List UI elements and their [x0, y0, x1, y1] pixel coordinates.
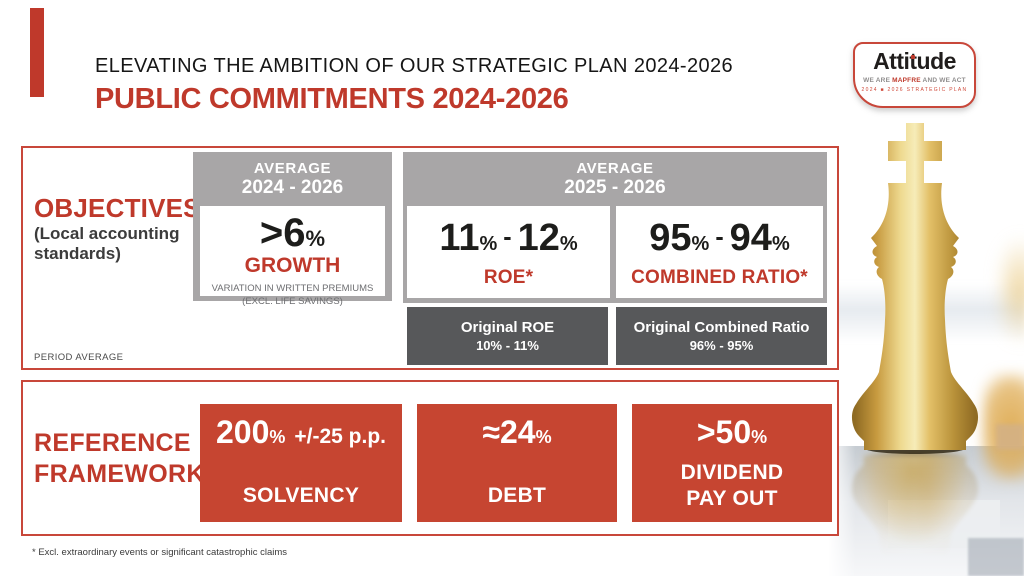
- attitude-logo-text: Attitude: [873, 48, 956, 74]
- chess-king-reflection: [851, 452, 979, 576]
- growth-label: GROWTH: [244, 254, 341, 277]
- attitude-logo-card: Attitude WE ARE MAPFRE AND WE ACT 2024 ■…: [853, 42, 976, 108]
- solvency-value: 200% +/-25 p.p.: [215, 414, 386, 450]
- objectives-subheading: (Local accounting standards): [34, 224, 180, 264]
- objectives-panel: OBJECTIVES (Local accounting standards) …: [21, 146, 839, 370]
- attitude-i-dot-icon: [911, 55, 915, 59]
- blurred-chess-piece: [1000, 238, 1024, 342]
- objectives-heading: OBJECTIVES: [34, 193, 201, 223]
- solvency-box: 200% +/-25 p.p. SOLVENCY: [200, 404, 402, 522]
- reference-heading: REFERENCE FRAMEWORK: [34, 429, 205, 489]
- logo-tagline: WE ARE MAPFRE AND WE ACT: [863, 77, 966, 84]
- mapfre-brand-text: MAPFRE: [892, 77, 921, 84]
- logo-strapline: 2024 ■ 2026 STRATEGIC PLAN: [861, 87, 968, 93]
- dividend-value: >50%: [696, 414, 768, 450]
- brand-accent-bar: [30, 8, 44, 97]
- avg-2025-header: AVERAGE 2025 - 2026: [564, 160, 666, 199]
- roe-box: 11% -12% ROE*: [407, 206, 610, 298]
- avg-2025-card: AVERAGE 2025 - 2026 11% -12% ROE* 95% -94%…: [403, 152, 827, 303]
- debt-box: ≈24% DEBT: [417, 404, 617, 522]
- slide-footnote: * Excl. extraordinary events or signific…: [32, 547, 288, 558]
- dividend-label: DIVIDEND PAY OUT: [680, 460, 784, 510]
- debt-value: ≈24%: [482, 414, 552, 450]
- solvency-label: SOLVENCY: [242, 484, 360, 507]
- roe-label: ROE*: [483, 266, 534, 288]
- avg-2024-header: AVERAGE 2024 - 2026: [241, 160, 344, 199]
- slide-title: PUBLIC COMMITMENTS 2024-2026: [95, 83, 569, 115]
- roe-value: 11% -12%: [439, 217, 578, 259]
- combined-ratio-box: 95% -94% COMBINED RATIO*: [616, 206, 823, 298]
- blurred-piece-base: [996, 424, 1024, 450]
- dividend-box: >50% DIVIDEND PAY OUT: [632, 404, 832, 522]
- chess-king-illustration: [851, 123, 979, 454]
- original-roe-box: Original ROE 10% - 11%: [407, 307, 608, 365]
- avg-2024-card: AVERAGE 2024 - 2026 >6% GROWTH VARIATION…: [193, 152, 392, 307]
- reference-panel: REFERENCE FRAMEWORK 200% +/-25 p.p. SOLVE…: [21, 380, 839, 536]
- premiums-note: VARIATION IN WRITTEN PREMIUMS (EXCL. LIF…: [211, 283, 374, 307]
- slide-kicker: ELEVATING THE AMBITION OF OUR STRATEGIC …: [95, 55, 734, 77]
- period-average-note: PERIOD AVERAGE: [34, 352, 124, 363]
- chessboard-dark-square: [968, 538, 1024, 576]
- growth-box: >6% GROWTH VARIATION IN WRITTEN PREMIUMS…: [200, 206, 385, 307]
- growth-value: >6%: [259, 211, 326, 255]
- original-combined-ratio-box: Original Combined Ratio 96% - 95%: [616, 307, 827, 365]
- combined-ratio-value: 95% -94%: [649, 217, 790, 259]
- debt-label: DEBT: [487, 484, 547, 507]
- combined-ratio-label: COMBINED RATIO*: [631, 266, 808, 288]
